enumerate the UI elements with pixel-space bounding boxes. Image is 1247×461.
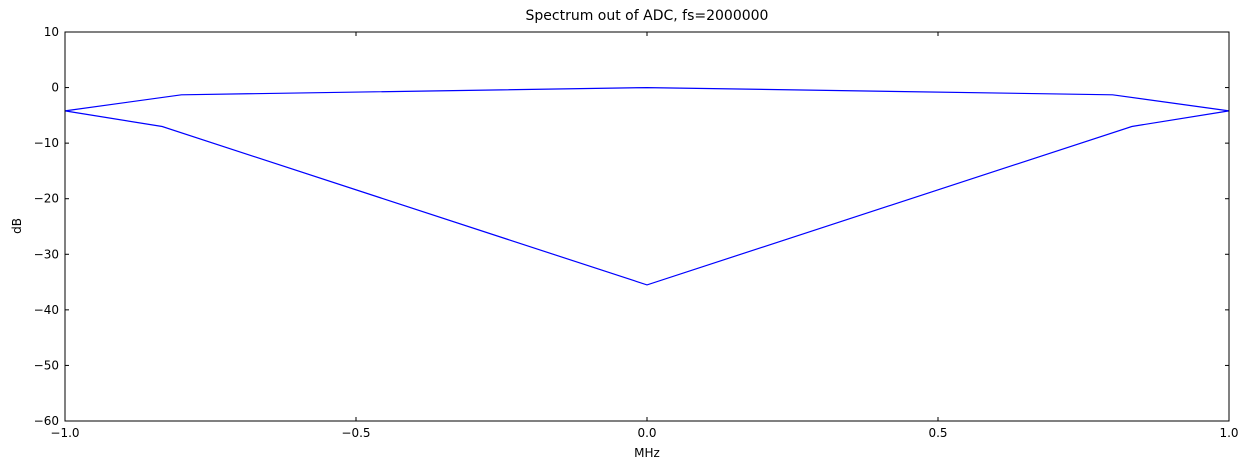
- x-axis-label: MHz: [634, 446, 660, 460]
- y-tick-label: −10: [34, 136, 59, 150]
- x-tick-label: 0.0: [637, 426, 656, 440]
- x-tick-label: 0.5: [928, 426, 947, 440]
- plot-frame: [64, 31, 1230, 422]
- x-tick-label: 1.0: [1219, 426, 1238, 440]
- y-tick-label: −40: [34, 303, 59, 317]
- y-tick-label: −20: [34, 192, 59, 206]
- x-tick-label: −0.5: [341, 426, 370, 440]
- y-tick-label: −60: [34, 414, 59, 428]
- spectrum-line-0: [64, 86, 1230, 286]
- chart-title: Spectrum out of ADC, fs=2000000: [526, 8, 769, 24]
- y-tick-label: −30: [34, 247, 59, 261]
- y-tick-label: 0: [51, 81, 59, 95]
- y-tick-label: −50: [34, 358, 59, 372]
- y-axis-label: dB: [10, 218, 24, 234]
- x-tick-label: −1.0: [50, 426, 79, 440]
- y-tick-label: 10: [44, 25, 59, 39]
